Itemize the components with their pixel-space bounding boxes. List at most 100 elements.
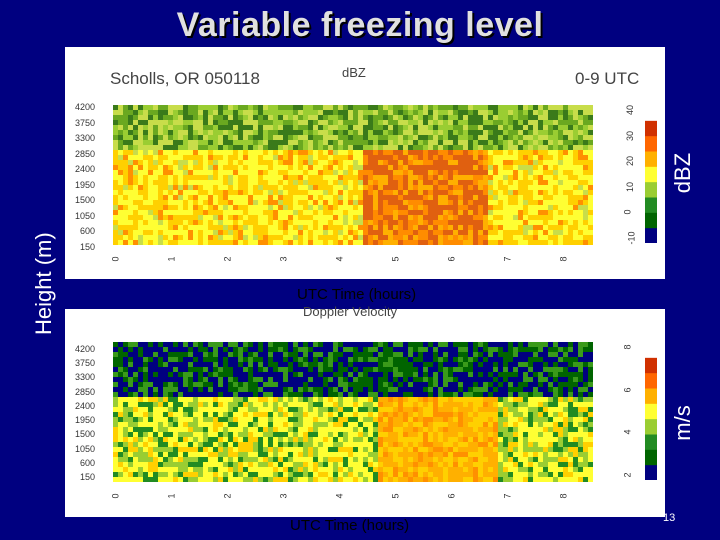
field-cell [398,180,404,186]
field-cell [543,155,549,161]
field-cell [338,342,344,348]
field-cell [463,432,469,438]
field-cell [433,472,439,478]
field-cell [148,165,154,171]
field-cell [528,140,534,146]
field-cell [313,417,319,423]
field-cell [348,442,354,448]
field-cell [438,347,444,353]
field-cell [538,110,544,116]
field-cell [383,382,389,388]
field-cell [323,457,329,463]
field-cell [368,155,374,161]
field-cell [158,387,164,393]
field-cell [163,462,169,468]
field-cell [263,165,269,171]
field-cell [458,115,464,121]
field-cell [218,200,224,206]
field-cell [388,120,394,126]
colorbar-label-dbz: dBZ [670,152,695,194]
field-cell [493,115,499,121]
field-cell [578,175,584,181]
field-cell [363,105,369,111]
field-cell [118,377,124,383]
field-cell [128,180,134,186]
field-cell [238,412,244,418]
field-cell [478,135,484,141]
field-cell [233,392,239,398]
field-cell [143,190,149,196]
field-cell [273,215,279,221]
field-cell [273,392,279,398]
field-cell [398,452,404,458]
field-cell [113,457,119,463]
field-cell [538,240,544,245]
field-cell [278,195,284,201]
field-cell [423,200,429,206]
field-cell [293,427,299,433]
field-cell [323,377,329,383]
field-cell [463,175,469,181]
field-cell [303,452,309,458]
field-cell [283,422,289,428]
field-cell [138,215,144,221]
field-cell [223,115,229,121]
field-cell [128,200,134,206]
field-cell [278,362,284,368]
field-cell [198,347,204,353]
field-cell [308,442,314,448]
field-cell [563,165,569,171]
field-cell [338,210,344,216]
field-cell [463,427,469,433]
field-cell [113,422,119,428]
field-cell [368,357,374,363]
field-cell [143,215,149,221]
field-cell [513,185,519,191]
field-cell [488,110,494,116]
field-cell [268,467,274,473]
field-cell [133,200,139,206]
field-cell [388,392,394,398]
field-cell [438,205,444,211]
field-cell [123,442,129,448]
field-cell [408,357,414,363]
field-cell [173,225,179,231]
field-cell [273,367,279,373]
field-cell [118,205,124,211]
field-cell [193,235,199,241]
field-cell [283,230,289,236]
field-cell [398,170,404,176]
field-cell [528,120,534,126]
field-cell [363,357,369,363]
field-cell [243,225,249,231]
field-cell [233,210,239,216]
field-cell [123,185,129,191]
field-cell [388,452,394,458]
field-cell [128,447,134,453]
field-cell [243,150,249,156]
field-cell [223,125,229,131]
field-cell [308,130,314,136]
field-cell [498,140,504,146]
field-cell [233,135,239,141]
field-cell [393,447,399,453]
field-cell [138,180,144,186]
field-cell [118,240,124,245]
field-cell [128,402,134,408]
field-cell [243,170,249,176]
field-cell [398,145,404,151]
field-cell [143,150,149,156]
field-cell [273,180,279,186]
field-cell [428,110,434,116]
field-cell [163,175,169,181]
field-cell [428,417,434,423]
field-cell [438,432,444,438]
field-cell [168,462,174,468]
field-cell [293,225,299,231]
field-cell [118,367,124,373]
field-cell [348,210,354,216]
field-cell [533,160,539,166]
field-cell [358,452,364,458]
field-cell [158,145,164,151]
field-cell [353,412,359,418]
